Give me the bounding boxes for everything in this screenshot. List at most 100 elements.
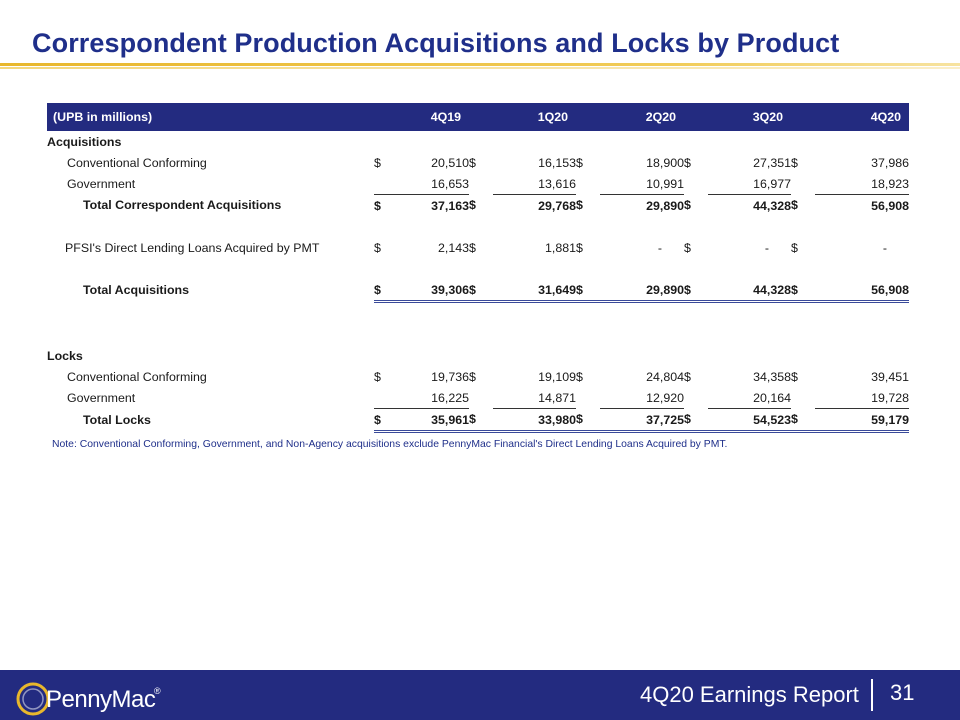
cell-value: 18,923 bbox=[815, 173, 909, 195]
logo-wordmark: PennyMac bbox=[46, 686, 156, 713]
currency-symbol: $ bbox=[684, 240, 691, 255]
currency-symbol: $ bbox=[469, 155, 476, 170]
currency-symbol: $ bbox=[791, 240, 798, 255]
row-label: Total Locks bbox=[83, 413, 151, 427]
cell-value: 56,908 bbox=[871, 198, 909, 213]
currency-symbol: $ bbox=[791, 369, 798, 384]
currency-symbol: $ bbox=[576, 198, 583, 213]
row-label: PFSI's Direct Lending Loans Acquired by … bbox=[65, 240, 320, 255]
cell-value: 16,225 bbox=[398, 387, 469, 409]
table-header-row: (UPB in millions) 4Q19 1Q20 2Q20 3Q20 4Q… bbox=[47, 103, 909, 131]
row-label: Government bbox=[67, 390, 136, 405]
cell-value: 44,328 bbox=[708, 279, 791, 303]
currency-symbol: $ bbox=[576, 240, 583, 255]
currency-symbol: $ bbox=[469, 198, 476, 213]
page-number: 31 bbox=[890, 680, 915, 705]
currency-symbol: $ bbox=[374, 279, 398, 303]
cell-value: 39,451 bbox=[871, 369, 909, 384]
cell-value: 29,768 bbox=[538, 198, 576, 213]
currency-symbol: $ bbox=[469, 408, 493, 433]
currency-symbol: $ bbox=[684, 279, 708, 303]
table-row: PFSI's Direct Lending Loans Acquired by … bbox=[47, 237, 909, 258]
spacer-row bbox=[47, 216, 909, 237]
footer-bar: PennyMac ® 4Q20 Earnings Report 31 bbox=[0, 670, 960, 720]
header-period: 3Q20 bbox=[684, 103, 791, 131]
currency-symbol: $ bbox=[374, 240, 381, 255]
table-row: Conventional Conforming $ 20,510 $ 16,15… bbox=[47, 152, 909, 173]
title-underline-secondary bbox=[0, 67, 960, 69]
cell-value: 37,725 bbox=[600, 408, 684, 433]
currency-symbol: $ bbox=[791, 279, 815, 303]
currency-symbol: $ bbox=[469, 240, 476, 255]
cell-value: 34,358 bbox=[753, 369, 791, 384]
currency-symbol: $ bbox=[374, 408, 398, 433]
currency-symbol: $ bbox=[791, 198, 798, 213]
cell-value: - bbox=[764, 240, 769, 255]
spacer-row bbox=[47, 258, 909, 279]
section-label: Acquisitions bbox=[47, 134, 122, 149]
cell-value: 29,890 bbox=[600, 279, 684, 303]
header-label: (UPB in millions) bbox=[47, 103, 374, 131]
cell-value: 19,109 bbox=[538, 369, 576, 384]
footer-divider bbox=[871, 679, 873, 711]
cell-value: 20,164 bbox=[708, 387, 791, 409]
row-label: Conventional Conforming bbox=[67, 369, 207, 384]
cell-value: 37,163 bbox=[431, 198, 469, 213]
cell-value: 13,616 bbox=[493, 173, 576, 195]
spacer-row bbox=[47, 302, 909, 346]
cell-value: 24,804 bbox=[646, 369, 684, 384]
currency-symbol: $ bbox=[684, 369, 691, 384]
report-name: 4Q20 Earnings Report bbox=[640, 682, 859, 707]
cell-value: 33,980 bbox=[493, 408, 576, 433]
cell-value: 44,328 bbox=[753, 198, 791, 213]
header-period: 1Q20 bbox=[469, 103, 576, 131]
currency-symbol: $ bbox=[684, 155, 691, 170]
section-row-acquisitions: Acquisitions bbox=[47, 131, 909, 152]
currency-symbol: $ bbox=[576, 408, 600, 433]
cell-value: 20,510 bbox=[431, 155, 469, 170]
currency-symbol: $ bbox=[684, 408, 708, 433]
section-label: Locks bbox=[47, 348, 83, 363]
cell-value: 10,991 bbox=[600, 173, 684, 195]
currency-symbol: $ bbox=[576, 369, 583, 384]
row-label: Conventional Conforming bbox=[67, 155, 207, 170]
cell-value: 1,881 bbox=[544, 240, 576, 255]
logo-registered-mark: ® bbox=[154, 686, 161, 696]
cell-value: - bbox=[882, 240, 887, 255]
cell-value: 29,890 bbox=[646, 198, 684, 213]
total-row: Total Locks $ 35,961 $ 33,980 $ 37,725 $… bbox=[47, 408, 909, 433]
cell-value: 39,306 bbox=[398, 279, 469, 303]
cell-value: 19,728 bbox=[815, 387, 909, 409]
cell-value: 2,143 bbox=[437, 240, 469, 255]
cell-value: 35,961 bbox=[398, 408, 469, 433]
cell-value: 31,649 bbox=[493, 279, 576, 303]
cell-value: 19,736 bbox=[431, 369, 469, 384]
cell-value: 37,986 bbox=[871, 155, 909, 170]
currency-symbol: $ bbox=[684, 198, 691, 213]
title-underline bbox=[0, 63, 960, 66]
header-period: 4Q19 bbox=[374, 103, 469, 131]
currency-symbol: $ bbox=[791, 408, 815, 433]
subtotal-row: Total Correspondent Acquisitions $ 37,16… bbox=[47, 195, 909, 217]
total-row: Total Acquisitions $ 39,306 $ 31,649 $ 2… bbox=[47, 279, 909, 303]
table-row: Conventional Conforming $ 19,736 $ 19,10… bbox=[47, 366, 909, 387]
row-label: Total Acquisitions bbox=[83, 283, 190, 298]
cell-value: 14,871 bbox=[493, 387, 576, 409]
currency-symbol: $ bbox=[374, 198, 381, 213]
currency-symbol: $ bbox=[576, 155, 583, 170]
cell-value: 16,153 bbox=[538, 155, 576, 170]
financial-table: (UPB in millions) 4Q19 1Q20 2Q20 3Q20 4Q… bbox=[47, 103, 909, 433]
cell-value: 59,179 bbox=[815, 408, 909, 433]
cell-value: 56,908 bbox=[815, 279, 909, 303]
currency-symbol: $ bbox=[469, 369, 476, 384]
footnote: Note: Conventional Conforming, Governmen… bbox=[52, 439, 728, 450]
currency-symbol: $ bbox=[374, 369, 381, 384]
cell-value: 12,920 bbox=[600, 387, 684, 409]
cell-value: 16,977 bbox=[708, 173, 791, 195]
currency-symbol: $ bbox=[374, 155, 381, 170]
table-row: Government 16,225 14,871 12,920 20,164 1… bbox=[47, 387, 909, 409]
cell-value: 18,900 bbox=[646, 155, 684, 170]
currency-symbol: $ bbox=[791, 155, 798, 170]
currency-symbol: $ bbox=[576, 279, 600, 303]
cell-value: - bbox=[657, 240, 662, 255]
